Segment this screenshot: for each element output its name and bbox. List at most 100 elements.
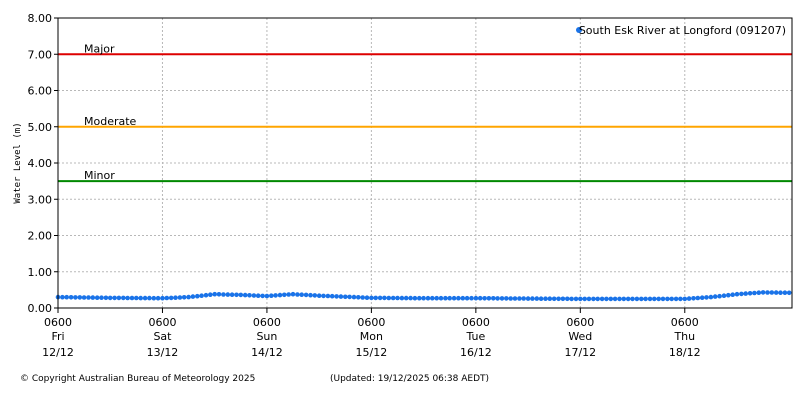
data-point [634, 296, 640, 302]
x-tick-date: 16/12 [460, 346, 492, 359]
data-point [525, 296, 531, 301]
x-tick-time: 0600 [357, 316, 385, 329]
data-point [617, 296, 622, 302]
x-tick-date: 15/12 [356, 346, 388, 359]
data-point [190, 294, 196, 299]
data-point [343, 294, 348, 300]
x-tick-time: 0600 [253, 316, 281, 329]
data-point [264, 293, 270, 299]
data-point [347, 294, 352, 300]
data-point [586, 296, 592, 302]
data-point [460, 295, 466, 301]
data-point [155, 295, 161, 301]
data-point [329, 293, 335, 299]
data-point [730, 292, 735, 298]
data-point [547, 296, 553, 302]
data-point [260, 293, 265, 299]
data-point [403, 295, 409, 301]
data-point [138, 295, 143, 301]
data-point [417, 295, 422, 301]
y-tick-label: 3.00 [28, 193, 53, 206]
data-point [778, 290, 783, 296]
y-tick-label: 4.00 [28, 157, 53, 170]
data-point [390, 295, 396, 301]
data-point [412, 295, 418, 301]
data-point [682, 296, 688, 302]
data-point [673, 296, 679, 302]
y-tick-label: 5.00 [28, 121, 53, 134]
data-point [477, 295, 483, 301]
data-point [669, 296, 674, 302]
data-point [277, 292, 283, 298]
data-point [447, 295, 453, 301]
x-tick-date: 17/12 [564, 346, 596, 359]
x-tick-time: 0600 [462, 316, 490, 329]
data-point [486, 296, 492, 301]
data-point [221, 292, 226, 297]
data-point [721, 293, 727, 299]
data-point [68, 295, 74, 300]
data-point [656, 296, 661, 302]
data-point [438, 295, 444, 301]
data-point [765, 290, 770, 295]
data-point [456, 295, 461, 301]
updated-timestamp: (Updated: 19/12/2025 06:38 AEDT) [330, 374, 490, 384]
data-point [569, 296, 574, 302]
x-tick-day: Fri [51, 330, 64, 343]
data-point [773, 290, 779, 295]
data-point [434, 295, 440, 301]
copyright-notice: © Copyright Australian Bureau of Meteoro… [20, 374, 256, 384]
data-point [643, 296, 648, 302]
data-point [107, 295, 113, 301]
data-point [508, 296, 513, 301]
data-point [303, 292, 309, 298]
data-point [652, 296, 657, 302]
data-point [560, 296, 566, 302]
data-point [512, 296, 518, 301]
data-point [612, 296, 618, 302]
data-point [168, 295, 174, 301]
data-point [543, 296, 548, 302]
data-point [578, 296, 583, 302]
legend-marker [576, 27, 582, 33]
data-point [321, 293, 326, 299]
data-point [308, 292, 313, 298]
data-point [469, 295, 474, 301]
data-point [351, 294, 357, 300]
data-point [86, 295, 91, 300]
data-point [443, 295, 448, 301]
data-point [752, 290, 757, 296]
data-point [591, 296, 596, 302]
data-point [695, 295, 701, 301]
data-point [573, 296, 579, 302]
data-point [64, 294, 69, 300]
data-point [112, 295, 117, 301]
data-point [691, 296, 696, 301]
data-point [234, 292, 239, 298]
data-point [408, 295, 413, 301]
data-point [369, 295, 374, 301]
data-point [299, 292, 305, 298]
data-point [660, 296, 666, 302]
data-point [534, 296, 540, 301]
data-point [399, 295, 405, 301]
data-point [504, 296, 509, 301]
data-point [116, 295, 122, 301]
data-point [499, 296, 505, 301]
x-tick-time: 0600 [671, 316, 699, 329]
x-tick-time: 0600 [566, 316, 594, 329]
data-point [386, 295, 392, 301]
data-point [216, 292, 222, 297]
data-point [430, 295, 435, 301]
x-tick-day: Tue [465, 330, 485, 343]
y-tick-label: 0.00 [28, 302, 53, 315]
plot-frame [57, 17, 793, 309]
data-point [582, 296, 587, 302]
y-tick-label: 8.00 [28, 12, 53, 25]
data-point [739, 291, 744, 297]
data-point [395, 295, 400, 301]
data-point [195, 293, 200, 299]
data-point [142, 295, 148, 301]
data-point [160, 295, 165, 301]
data-point [316, 293, 322, 299]
